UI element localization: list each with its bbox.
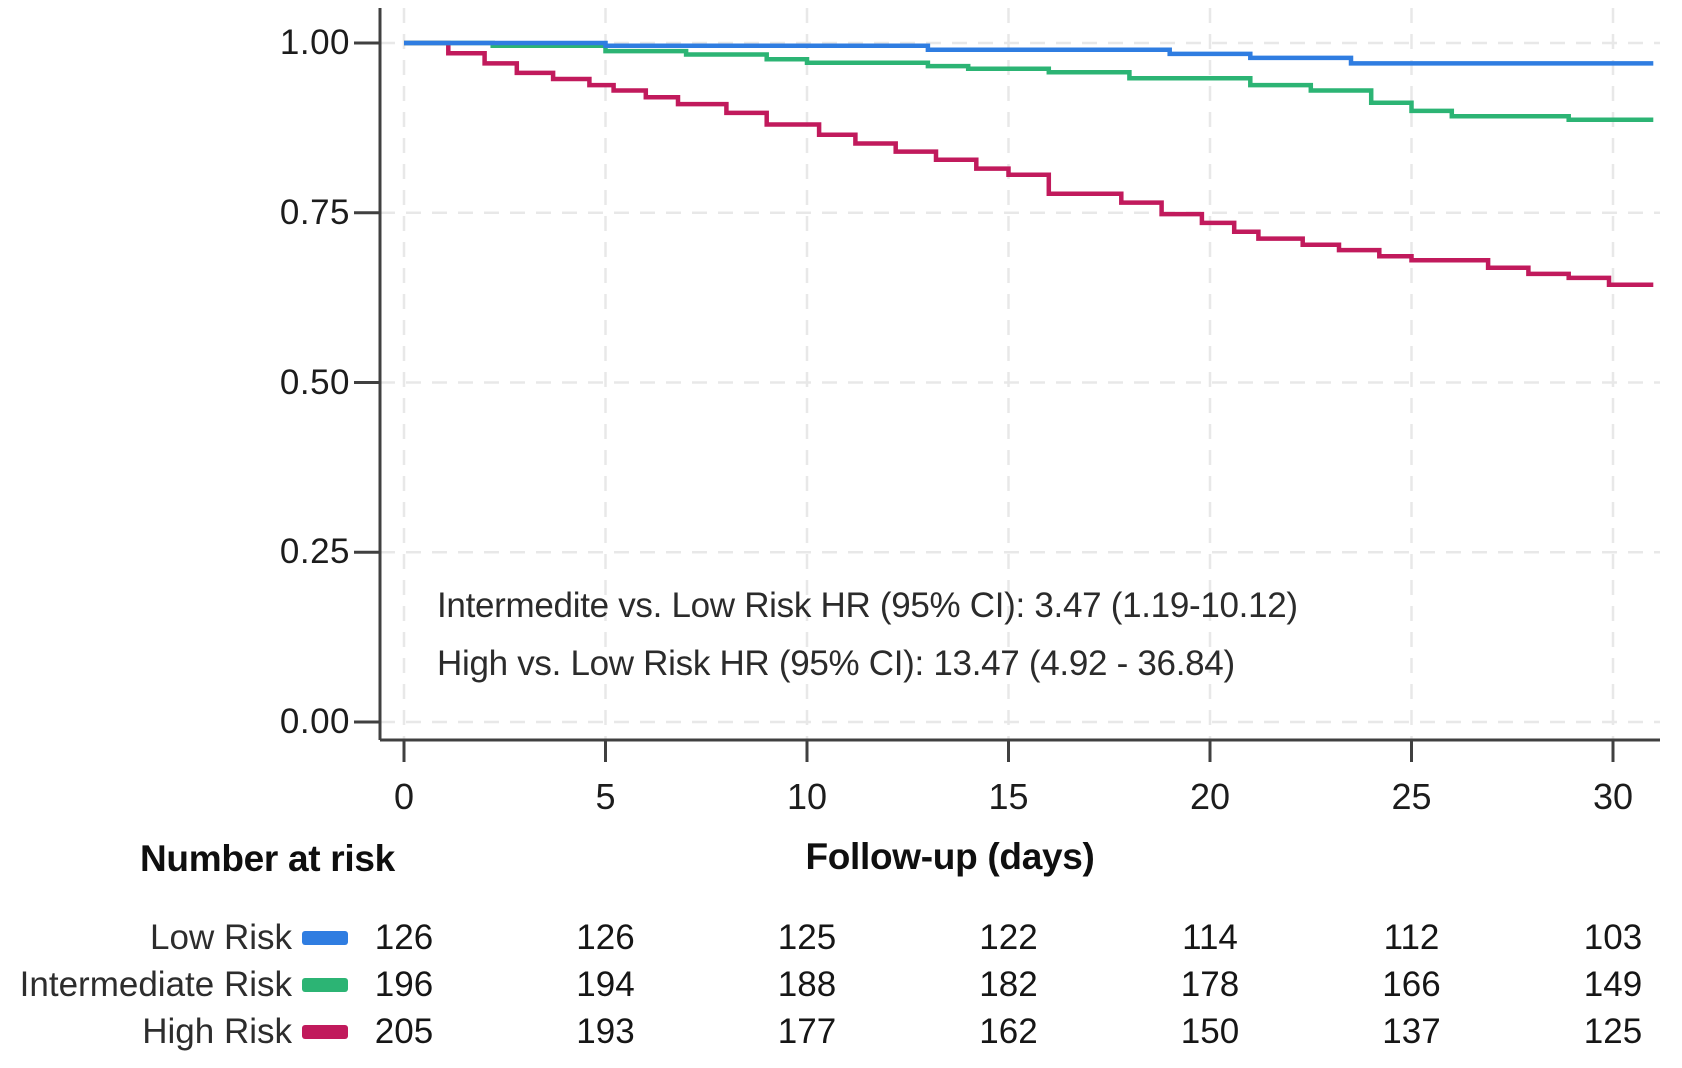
x-tick-label: 25 [1391,776,1432,817]
risk-count: 137 [1382,1012,1441,1051]
hr-annotation-intermediate: Intermedite vs. Low Risk HR (95% CI): 3.… [437,586,1298,625]
risk-count: 193 [576,1012,635,1051]
y-tick-label: 1.00 [279,23,350,62]
x-tick-label: 10 [786,776,828,817]
risk-count: 103 [1583,918,1643,957]
y-tick-label: 0.50 [279,362,350,402]
x-tick-label: 30 [1592,776,1634,817]
x-tick-label: 5 [595,776,616,817]
risk-count: 166 [1382,965,1441,1004]
risk-count: 196 [374,965,434,1004]
risk-count: 178 [1180,965,1240,1004]
risk-count: 126 [374,918,434,957]
risk-count: 112 [1383,918,1440,957]
number-at-risk-heading: Number at risk [140,838,395,879]
risk-count: 188 [777,965,837,1004]
y-tick-label: 0.75 [279,192,350,232]
risk-count: 126 [576,918,635,957]
legend-swatch [302,1025,348,1039]
x-axis-title: Follow-up (days) [805,836,1095,877]
intermediate-risk-curve [404,40,1654,122]
risk-count: 125 [1583,1012,1643,1051]
legend-swatch [302,931,348,945]
y-tick-label: 0.00 [279,702,350,741]
risk-row-label: High Risk [142,1012,292,1051]
risk-row-label: Intermediate Risk [19,965,292,1004]
legend-swatch [302,978,348,992]
low-risk-curve [404,40,1654,66]
x-tick-label: 15 [988,776,1029,817]
risk-count: 182 [979,965,1038,1004]
hr-annotation-high: High vs. Low Risk HR (95% CI): 13.47 (4.… [437,644,1235,683]
high-risk-curve [404,40,1654,287]
survival-plot [354,8,1660,762]
y-tick-label: 0.25 [279,532,350,572]
risk-count: 194 [576,965,635,1004]
risk-count: 162 [979,1012,1038,1051]
x-tick-label: 0 [393,776,415,817]
risk-count: 205 [374,1012,434,1051]
x-tick-label: 20 [1189,776,1231,817]
risk-count: 177 [777,1012,837,1051]
risk-count: 149 [1583,965,1643,1004]
risk-row-label: Low Risk [150,918,292,957]
risk-count: 114 [1182,918,1238,957]
risk-count: 122 [979,918,1038,957]
risk-count: 150 [1180,1012,1240,1051]
risk-count: 125 [777,918,837,957]
